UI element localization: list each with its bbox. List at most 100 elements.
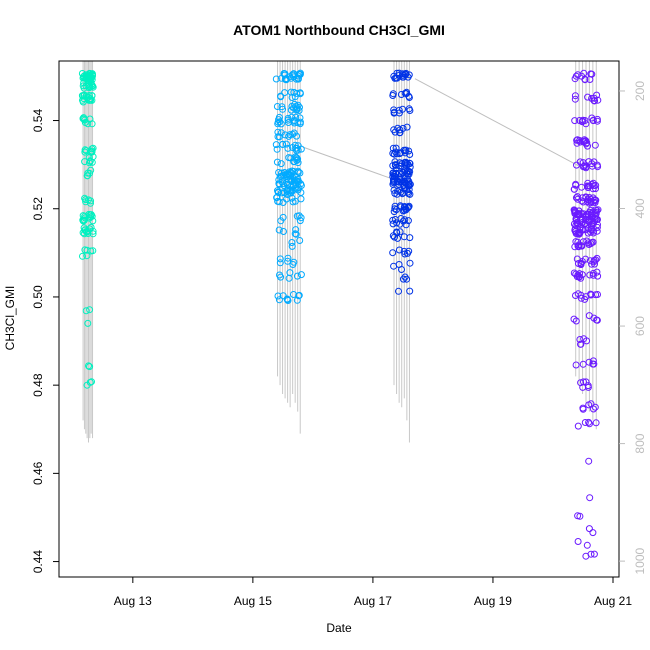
data-point bbox=[280, 228, 287, 235]
data-point bbox=[89, 230, 97, 238]
data-point bbox=[275, 133, 283, 141]
data-point bbox=[395, 178, 403, 186]
data-point bbox=[590, 550, 598, 558]
data-point bbox=[390, 186, 398, 194]
data-point bbox=[574, 195, 582, 203]
data-point bbox=[405, 105, 413, 113]
y-tick-label: 0.44 bbox=[31, 550, 45, 574]
data-point bbox=[390, 208, 398, 216]
data-point bbox=[584, 229, 592, 237]
data-point bbox=[294, 75, 302, 83]
data-point bbox=[292, 226, 300, 234]
data-point bbox=[389, 249, 397, 257]
data-point bbox=[293, 157, 301, 164]
data-point bbox=[289, 130, 297, 138]
data-point bbox=[89, 247, 97, 255]
data-point bbox=[295, 70, 303, 78]
data-point bbox=[575, 207, 583, 215]
data-point bbox=[589, 271, 597, 279]
right-tick-label: 600 bbox=[633, 316, 647, 336]
data-point bbox=[579, 159, 587, 167]
data-point bbox=[389, 216, 397, 224]
data-point bbox=[580, 335, 588, 343]
data-point bbox=[291, 93, 299, 101]
data-point bbox=[581, 75, 589, 83]
data-point bbox=[279, 292, 287, 300]
data-point bbox=[570, 315, 578, 323]
data-point bbox=[588, 260, 596, 268]
data-point bbox=[81, 194, 89, 202]
data-point bbox=[290, 175, 298, 183]
data-point bbox=[86, 169, 94, 177]
data-point bbox=[585, 525, 593, 533]
data-point bbox=[296, 237, 304, 244]
data-point bbox=[579, 383, 587, 391]
data-point bbox=[277, 160, 285, 168]
data-point bbox=[401, 147, 409, 155]
data-point bbox=[396, 202, 404, 210]
data-point bbox=[287, 88, 295, 96]
data-point bbox=[83, 381, 91, 389]
data-point bbox=[294, 142, 302, 150]
connector-line bbox=[302, 146, 396, 181]
data-point bbox=[284, 254, 292, 262]
data-point bbox=[279, 213, 287, 221]
data-point bbox=[586, 420, 593, 428]
data-point bbox=[587, 400, 595, 408]
data-point bbox=[89, 217, 97, 225]
data-point bbox=[396, 159, 404, 167]
data-point bbox=[582, 378, 590, 386]
data-point bbox=[80, 79, 88, 87]
chart-title: ATOM1 Northbound CH3Cl_GMI bbox=[233, 22, 445, 38]
data-point bbox=[405, 247, 413, 255]
data-point bbox=[572, 238, 580, 246]
data-point bbox=[284, 257, 292, 265]
data-point bbox=[406, 287, 414, 295]
data-point bbox=[275, 116, 283, 124]
data-point bbox=[572, 181, 580, 189]
curtain-lines bbox=[82, 61, 597, 443]
data-point bbox=[289, 261, 297, 268]
data-point bbox=[402, 146, 410, 154]
data-point bbox=[85, 93, 92, 101]
data-point bbox=[594, 291, 601, 298]
plot-frame bbox=[58, 60, 620, 578]
data-point bbox=[574, 422, 582, 430]
data-point bbox=[579, 117, 586, 125]
data-point bbox=[579, 194, 586, 202]
data-point bbox=[405, 203, 413, 211]
x-axis: Aug 13 Aug 15 Aug 17 Aug 19 Aug 21 bbox=[114, 576, 632, 608]
data-point bbox=[582, 552, 590, 560]
data-point bbox=[587, 290, 595, 298]
data-point bbox=[577, 260, 585, 268]
data-point bbox=[401, 216, 409, 224]
data-point bbox=[406, 259, 414, 267]
data-point bbox=[294, 101, 302, 109]
data-point bbox=[586, 494, 594, 502]
data-points bbox=[78, 69, 602, 560]
data-point bbox=[279, 140, 287, 148]
data-point bbox=[276, 259, 284, 267]
data-point bbox=[275, 226, 283, 234]
data-point bbox=[583, 541, 591, 549]
data-point bbox=[87, 197, 95, 205]
data-point bbox=[399, 169, 407, 177]
data-point bbox=[593, 316, 601, 324]
data-point bbox=[393, 150, 401, 158]
y-tick-label: 0.54 bbox=[31, 109, 45, 133]
data-point bbox=[86, 363, 94, 371]
data-point bbox=[390, 150, 398, 158]
data-point bbox=[297, 195, 305, 203]
data-point bbox=[85, 210, 93, 218]
data-point bbox=[399, 217, 407, 225]
data-point bbox=[406, 190, 414, 198]
data-point bbox=[592, 185, 599, 193]
data-point bbox=[285, 274, 293, 282]
data-point bbox=[282, 140, 290, 148]
data-point bbox=[588, 160, 596, 168]
x-tick-label: Aug 13 bbox=[114, 594, 152, 608]
data-point bbox=[586, 76, 594, 83]
data-point bbox=[390, 109, 398, 117]
data-point bbox=[278, 178, 286, 186]
